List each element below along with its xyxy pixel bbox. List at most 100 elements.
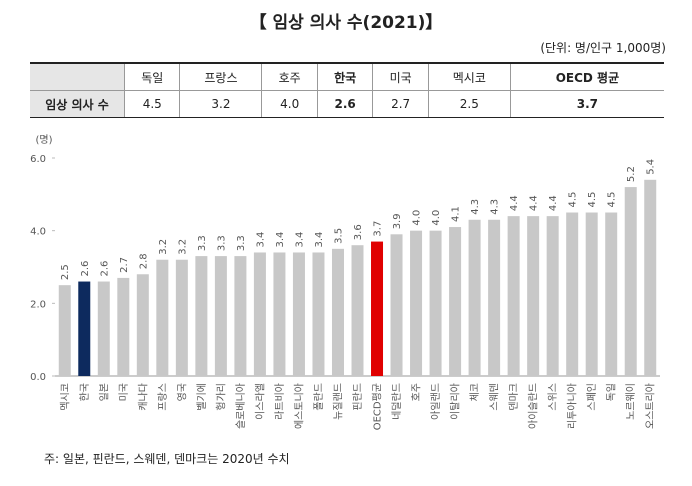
bar [644, 179, 657, 376]
value-label: 2.8 [138, 253, 149, 269]
value-label: 4.4 [548, 195, 559, 211]
bar [273, 252, 286, 376]
value-label: 4.3 [470, 199, 481, 215]
bar [156, 259, 169, 376]
bar [253, 252, 266, 376]
bar [214, 256, 227, 376]
x-tick-label: 헝가리 [215, 383, 227, 411]
bar [624, 187, 637, 376]
value-label: 4.5 [568, 192, 579, 208]
x-tick-label: 체코 [469, 383, 481, 401]
bar [175, 259, 188, 376]
bar [351, 245, 364, 376]
bar [78, 281, 91, 376]
bar [507, 216, 520, 376]
value-label: 5.2 [626, 166, 637, 182]
bar [195, 256, 208, 376]
table-cell: 3.2 [179, 90, 263, 118]
x-tick-label: 오스트리아 [645, 383, 657, 429]
table-cell: 미국 [372, 62, 429, 91]
table-cell: 임상 의사 수 [30, 90, 125, 118]
x-tick-label: 스위스 [546, 383, 559, 411]
bar [585, 212, 598, 376]
bar [371, 241, 384, 376]
x-tick-label: 호주 [411, 383, 423, 401]
bar [468, 219, 481, 376]
x-tick-label: 아일랜드 [430, 383, 442, 420]
table-cell: 2.7 [372, 90, 429, 118]
bar [117, 277, 130, 376]
bar [429, 230, 442, 376]
x-tick-label: 노르웨이 [625, 383, 637, 420]
bar [410, 230, 423, 376]
y-axis-label: (명) [35, 134, 52, 146]
value-label: 3.9 [392, 213, 403, 229]
x-tick-label: 일본 [98, 383, 110, 401]
note: 주: 일본, 핀란드, 스웨덴, 덴마크는 2020년 수치 [44, 452, 290, 466]
value-label: 5.4 [646, 159, 657, 175]
bar [527, 216, 540, 376]
value-label: 4.5 [587, 192, 598, 208]
value-label: 3.2 [177, 239, 188, 255]
value-label: 3.4 [294, 232, 305, 248]
value-label: 3.3 [216, 235, 227, 251]
value-label: 3.3 [236, 235, 247, 251]
title: 【 임상 의사 수(2021)】 [249, 13, 443, 33]
x-tick-label: OECD평균 [372, 383, 384, 430]
x-tick-label: 덴마크 [508, 383, 520, 411]
value-label: 3.7 [373, 221, 384, 237]
bar [312, 252, 325, 376]
unit: (단위: 명/인구 1,000명) [540, 41, 666, 55]
y-tick-label: 0.0 [30, 372, 46, 383]
value-label: 4.5 [607, 192, 618, 208]
value-label: 3.5 [333, 228, 344, 244]
table-row: 임상 의사 수 4.5 3.2 4.0 2.6 2.7 2.5 3.7 [30, 90, 664, 118]
x-tick-label: 미국 [118, 383, 130, 401]
bar [97, 281, 110, 376]
bar [292, 252, 305, 376]
y-tick-label: 6.0 [30, 154, 46, 165]
value-label: 2.7 [119, 257, 130, 273]
bar [488, 219, 501, 376]
table-cell: 4.5 [123, 90, 181, 118]
value-label: 4.1 [451, 206, 462, 222]
table-cell [30, 62, 125, 91]
x-tick-label: 벨기에 [196, 383, 208, 411]
bar [566, 212, 579, 376]
bar [546, 216, 559, 376]
summary-table: 독일 프랑스 호주 한국 미국 멕시코 OECD 평균 임상 의사 수 4.5 3.2 4.0 2.6… [30, 62, 664, 118]
y-tick-label: 2.0 [30, 299, 46, 310]
x-tick-label: 캐나다 [137, 383, 149, 411]
value-label: 4.0 [412, 210, 423, 226]
value-label: 3.2 [158, 239, 169, 255]
value-label: 4.4 [509, 195, 520, 211]
x-tick-label: 멕시코 [59, 383, 71, 411]
value-label: 3.6 [353, 224, 364, 240]
x-tick-label: 네덜란드 [391, 383, 403, 420]
x-tick-label: 뉴질랜드 [332, 383, 344, 420]
table-cell: 2.6 [316, 90, 374, 118]
value-label: 3.4 [255, 232, 266, 248]
x-tick-label: 슬로베니아 [235, 383, 247, 429]
value-label: 4.0 [431, 210, 442, 226]
value-label: 4.4 [529, 195, 540, 211]
x-tick-label: 핀란드 [352, 383, 364, 411]
bar [58, 285, 71, 376]
value-label: 4.3 [490, 199, 501, 215]
x-tick-label: 이탈리아 [449, 383, 462, 420]
table-cell: 2.5 [427, 90, 511, 118]
x-tick-label: 리투아니아 [567, 383, 579, 429]
x-tick-label: 스웨덴 [489, 383, 501, 411]
x-tick-label: 폴란드 [313, 383, 325, 411]
table-cell: 프랑스 [179, 62, 263, 91]
x-tick-label: 영국 [176, 383, 188, 401]
x-tick-label: 에스토니아 [293, 383, 305, 429]
value-label: 2.6 [80, 261, 91, 277]
table-cell: 4.0 [261, 90, 318, 118]
bar [605, 212, 618, 376]
bar [331, 248, 344, 376]
value-label: 3.4 [275, 232, 286, 248]
x-tick-label: 한국 [79, 383, 91, 401]
bar [449, 227, 462, 376]
